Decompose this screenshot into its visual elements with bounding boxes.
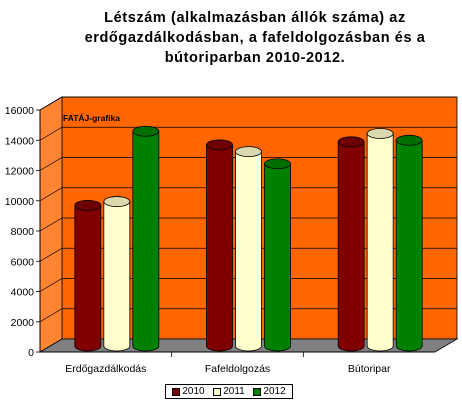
y-tick-label: 4000: [11, 287, 35, 299]
bar-body: [206, 144, 233, 352]
y-tick-label: 10000: [5, 196, 34, 208]
legend-label-2010: 2010: [182, 386, 205, 397]
gridline: [39, 247, 457, 262]
bar-top: [395, 134, 423, 146]
bar-body: [235, 151, 262, 352]
gridline: [39, 278, 457, 292]
bar-body: [366, 133, 394, 352]
legend-item-2011: 2011: [213, 386, 245, 397]
y-tick-label: 8000: [11, 226, 35, 238]
bar-top: [74, 199, 102, 211]
x-tick-label: Erdőgazdálkodás: [65, 363, 146, 375]
y-tick-label: 0: [28, 347, 34, 359]
x-tick-label: Bútoripar: [348, 363, 391, 375]
bar-body: [395, 139, 423, 352]
legend-swatch-2010: [172, 387, 181, 396]
bar-2011-2: [366, 128, 394, 352]
gridline: [39, 126, 457, 141]
chart-title-line-3: bútoriparban 2010-2012.: [164, 50, 346, 66]
y-tick-label: 16000: [5, 105, 34, 117]
bar-body: [337, 141, 365, 352]
gridline: [39, 308, 457, 323]
legend-label-2011: 2011: [223, 386, 245, 397]
y-tick-label: 12000: [5, 166, 34, 178]
bar-top: [366, 128, 394, 139]
chart-title: Létszám (alkalmazásban állók száma) az e…: [60, 8, 450, 68]
bar-2011-0: [103, 196, 131, 352]
gridline: [39, 187, 457, 202]
chart-title-line-1: Létszám (alkalmazásban állók száma) az: [104, 10, 406, 26]
bar-body: [132, 130, 160, 352]
bar-2012-1: [264, 158, 291, 352]
bar-body: [74, 204, 102, 352]
legend-item-2012: 2012: [253, 386, 286, 397]
bar-2010-0: [74, 199, 102, 352]
y-tick-label: 14000: [5, 135, 34, 147]
bar-top: [235, 146, 262, 158]
x-tick-label: Fafeldolgozás: [205, 363, 270, 375]
bar-body: [103, 201, 131, 352]
bar-2010-2: [337, 136, 365, 352]
bar-top: [337, 136, 365, 148]
legend-swatch-2011: [213, 387, 222, 396]
gridline: [39, 157, 457, 171]
bar-2012-0: [132, 125, 160, 352]
bar-2012-2: [395, 134, 423, 352]
chart-title-line-2: erdőgazdálkodásban, a fafeldolgozásban é…: [84, 30, 426, 46]
watermark-text: FATÁJ-grafika: [63, 113, 120, 123]
bar-top: [206, 139, 233, 151]
gridline: [39, 217, 457, 232]
legend-swatch-2012: [253, 387, 262, 396]
y-tick-label: 2000: [11, 317, 35, 329]
bar-top: [132, 125, 160, 137]
gridline: [39, 96, 457, 111]
bar-body: [264, 163, 291, 352]
y-tick-label: 6000: [11, 256, 35, 268]
legend-item-2010: 2010: [172, 386, 205, 397]
bar-top: [103, 196, 131, 207]
bar-2011-1: [235, 146, 262, 352]
legend-label-2012: 2012: [263, 386, 286, 397]
bar-top: [264, 158, 291, 170]
legend: 2010 2011 2012: [165, 384, 293, 399]
bar-2010-1: [206, 139, 233, 352]
